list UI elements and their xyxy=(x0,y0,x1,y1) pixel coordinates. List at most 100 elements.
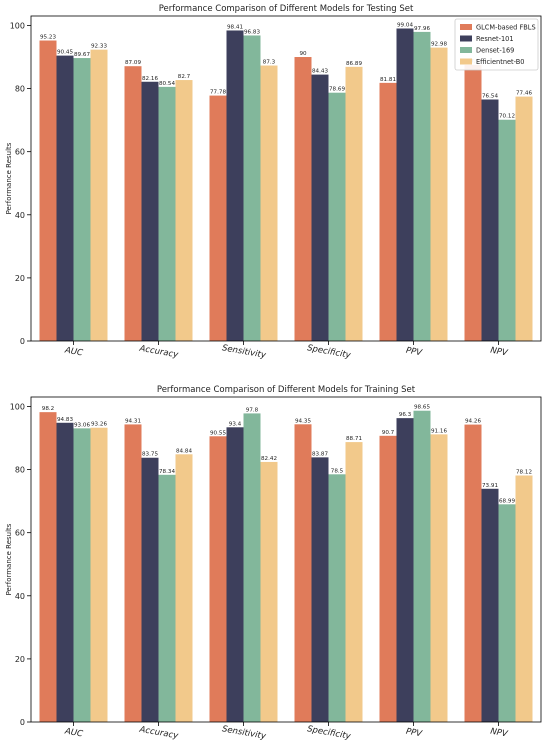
x-tick-label: NPV xyxy=(489,727,509,740)
y-tick-label: 0 xyxy=(20,337,25,346)
data-label: 97.8 xyxy=(246,407,259,413)
legend-swatch xyxy=(460,47,472,53)
bar-ppv-series-4 xyxy=(430,47,448,341)
bar-ppv-series-2 xyxy=(396,28,414,341)
bar-specificity-series-3 xyxy=(328,474,346,722)
data-label: 89.67 xyxy=(74,52,90,58)
plot-frame xyxy=(30,396,542,723)
data-label: 78.34 xyxy=(159,469,175,475)
data-label: 91.16 xyxy=(431,428,447,434)
legend-swatch xyxy=(460,24,472,30)
plot-frame xyxy=(30,15,542,342)
data-label: 98.2 xyxy=(42,406,54,412)
data-label: 82.16 xyxy=(142,76,158,82)
bar-accuracy-series-1 xyxy=(124,424,142,722)
data-label: 73.91 xyxy=(482,483,498,489)
x-tick-label: AUC xyxy=(63,345,83,358)
legend-entry: Efficientnet-B0 xyxy=(476,58,525,66)
data-label: 68.99 xyxy=(499,498,515,504)
data-label: 96.83 xyxy=(244,29,260,35)
legend: GLCM-based FBLS Resnet-101 Denset-169 Effic… xyxy=(454,18,539,71)
bar-sensitivity-series-2 xyxy=(226,30,244,342)
data-label: 84.84 xyxy=(176,448,192,454)
data-label: 87.3 xyxy=(263,60,276,66)
y-tick-label: 100 xyxy=(10,402,25,411)
x-tick-label: PPV xyxy=(405,727,424,740)
data-label: 70.12 xyxy=(499,114,515,120)
bar-npv-series-1 xyxy=(464,424,482,722)
data-label: 98.65 xyxy=(414,405,430,411)
legend-entry: GLCM-based FBLS xyxy=(476,24,536,32)
bar-npv-series-3 xyxy=(498,504,516,722)
data-label: 92.98 xyxy=(431,42,447,48)
data-label: 93.4 xyxy=(229,421,242,427)
data-label: 88.71 xyxy=(346,436,362,442)
x-tick-label: NPV xyxy=(489,346,509,359)
bar-npv-series-2 xyxy=(481,488,499,722)
legend-box xyxy=(454,18,539,71)
data-label: 94.26 xyxy=(465,419,481,425)
x-tick-label: Accuracy xyxy=(138,725,180,742)
x-tick-label: Specificity xyxy=(306,724,352,742)
bar-sensitivity-series-2 xyxy=(226,427,244,722)
data-label: 82.7 xyxy=(178,74,191,80)
y-tick-label: 40 xyxy=(15,211,25,220)
bar-accuracy-series-3 xyxy=(158,474,176,722)
data-label: 90 xyxy=(299,51,307,57)
bar-auc-series-1 xyxy=(39,40,57,341)
y-tick-label: 100 xyxy=(10,21,25,30)
bar-accuracy-series-1 xyxy=(124,66,142,342)
bar-ppv-series-3 xyxy=(413,410,431,722)
x-tick-label: Specificity xyxy=(306,343,352,361)
chart-panel-1: Performance Comparison of Different Mode… xyxy=(5,4,542,361)
data-label: 90.7 xyxy=(382,430,395,436)
bar-sensitivity-series-1 xyxy=(209,95,227,341)
bar-sensitivity-series-4 xyxy=(260,65,278,342)
bar-specificity-series-1 xyxy=(294,424,312,722)
y-tick-label: 60 xyxy=(15,148,25,157)
data-label: 90.45 xyxy=(57,50,73,56)
data-label: 95.23 xyxy=(40,35,56,41)
data-label: 78.12 xyxy=(516,470,532,476)
data-label: 86.89 xyxy=(346,61,362,67)
bar-sensitivity-series-1 xyxy=(209,436,227,722)
bar-npv-series-4 xyxy=(515,96,533,342)
y-tick-label: 20 xyxy=(15,274,25,283)
data-label: 76.54 xyxy=(482,93,498,99)
bar-ppv-series-4 xyxy=(430,434,448,722)
x-tick-label: PPV xyxy=(405,346,424,359)
bar-accuracy-series-2 xyxy=(141,81,159,342)
bar-auc-series-3 xyxy=(73,428,91,722)
data-label: 90.55 xyxy=(210,430,226,436)
data-label: 94.35 xyxy=(295,418,311,424)
bar-auc-series-1 xyxy=(39,412,57,722)
bar-ppv-series-1 xyxy=(379,435,397,722)
y-axis-label: Performance Results xyxy=(5,523,13,595)
data-label: 83.75 xyxy=(142,452,158,458)
data-label: 77.78 xyxy=(210,90,226,96)
data-label: 77.46 xyxy=(516,91,532,97)
x-tick-label: Accuracy xyxy=(138,344,180,361)
legend-swatch xyxy=(460,35,472,42)
bar-auc-series-3 xyxy=(73,58,91,342)
y-tick-label: 80 xyxy=(15,466,25,475)
bar-npv-series-4 xyxy=(515,475,533,722)
data-label: 87.09 xyxy=(125,60,141,66)
y-tick-label: 0 xyxy=(20,718,25,727)
data-label: 96.3 xyxy=(399,412,412,418)
bar-auc-series-4 xyxy=(90,427,108,722)
data-label: 93.26 xyxy=(91,422,107,428)
x-tick-label: Sensitivity xyxy=(221,343,267,361)
bar-npv-series-1 xyxy=(464,64,482,341)
bar-accuracy-series-4 xyxy=(175,454,193,722)
bar-auc-series-2 xyxy=(56,55,74,341)
data-label: 92.33 xyxy=(91,44,107,50)
legend-entry: Resnet-101 xyxy=(476,35,514,43)
y-tick-label: 40 xyxy=(15,592,25,601)
bar-accuracy-series-3 xyxy=(158,86,176,342)
x-tick-label: Sensitivity xyxy=(221,724,267,742)
bar-specificity-series-3 xyxy=(328,92,346,341)
bar-specificity-series-4 xyxy=(345,442,363,722)
y-tick-label: 20 xyxy=(15,655,25,664)
